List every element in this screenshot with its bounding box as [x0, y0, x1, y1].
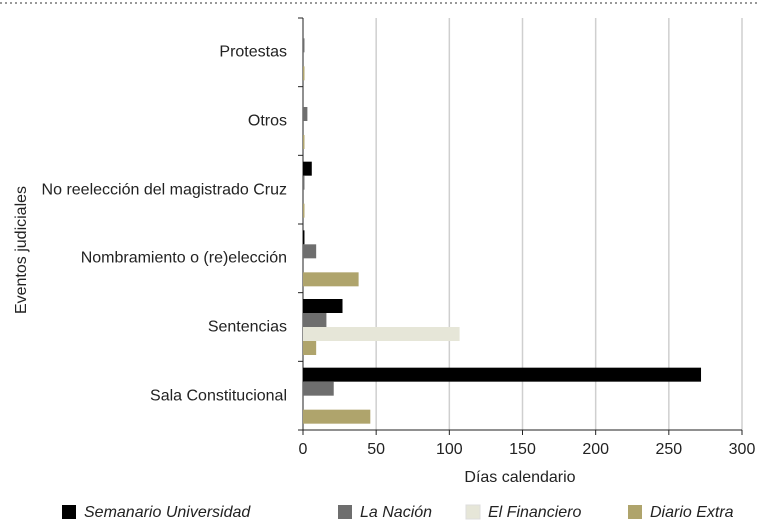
x-axis-title: Días calendario [464, 469, 575, 486]
bar [303, 272, 359, 287]
bar [303, 38, 305, 53]
bar [303, 367, 702, 382]
y-tick-label: No reelección del magistrado Cruz [41, 181, 287, 199]
bar [303, 135, 305, 149]
legend-label: Diario Extra [650, 504, 734, 521]
legend-swatch [62, 505, 76, 519]
bar [303, 409, 371, 424]
x-tick-label: 250 [655, 441, 682, 458]
bar [303, 381, 334, 396]
legend-swatch [628, 505, 642, 519]
bar [303, 203, 305, 218]
y-tick-label: Nombramiento o (re)elección [80, 249, 287, 267]
x-tick-label: 300 [729, 441, 756, 458]
bar [303, 161, 312, 176]
bar [303, 107, 308, 121]
bar [303, 327, 460, 341]
legend-label: Semanario Universidad [84, 504, 251, 521]
x-tick-label: 100 [436, 441, 463, 458]
y-tick-label: Sentencias [207, 318, 287, 336]
y-tick-label: Otros [247, 112, 287, 130]
x-tick-label: 50 [367, 441, 385, 458]
bar [303, 313, 327, 327]
bar [303, 230, 305, 245]
legend-swatch [465, 504, 481, 520]
legend-label: El Financiero [488, 504, 581, 521]
x-tick-label: 150 [509, 441, 536, 458]
legend-label: La Nación [360, 504, 432, 521]
y-tick-label: Sala Constitucional [150, 387, 287, 405]
legend-swatch [338, 505, 352, 519]
x-tick-label: 0 [299, 441, 308, 458]
bar [303, 341, 317, 355]
y-axis-title: Eventos judiciales [13, 186, 30, 314]
bar [303, 175, 305, 190]
bar [303, 66, 305, 81]
bar [303, 244, 317, 259]
y-tick-label: Protestas [219, 43, 287, 61]
bar [303, 299, 343, 313]
x-tick-label: 200 [582, 441, 609, 458]
